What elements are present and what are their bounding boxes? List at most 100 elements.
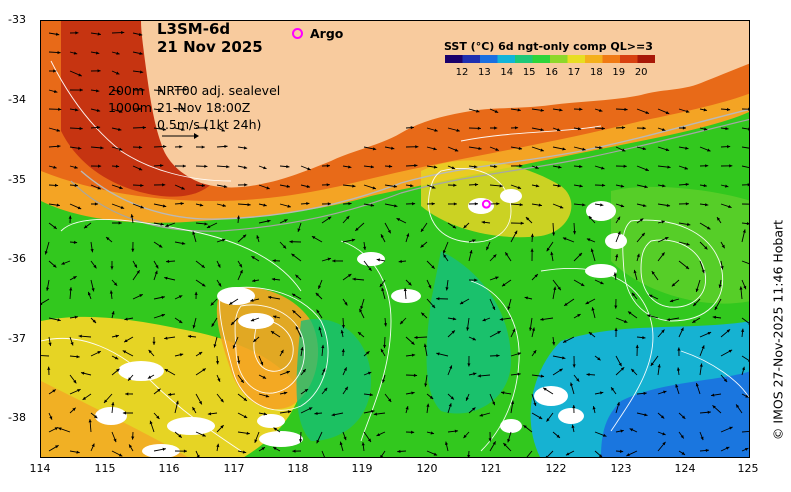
current-vector-head <box>211 323 215 327</box>
current-vector-head <box>493 164 498 169</box>
current-vector-head <box>268 295 272 300</box>
current-vector-head <box>414 335 418 340</box>
current-vector-head <box>73 276 77 280</box>
current-vector-head <box>467 363 471 367</box>
current-vector-head <box>742 229 746 233</box>
current-vector-head <box>725 126 729 131</box>
current-vector-head <box>388 164 393 168</box>
current-vector-head <box>183 449 188 453</box>
current-vector-head <box>580 283 585 286</box>
current-vector <box>741 431 749 433</box>
current-vector-head <box>162 447 166 451</box>
current-vector-head <box>682 126 687 130</box>
current-vector-head <box>680 435 684 439</box>
current-vector-head <box>202 433 206 437</box>
current-vector-head <box>318 285 322 289</box>
current-vector-head <box>543 387 547 391</box>
current-vector-head <box>703 127 708 131</box>
current-vector-head <box>724 184 729 188</box>
current-vector-head <box>614 327 618 332</box>
current-vector-head <box>240 379 244 383</box>
current-vector-head <box>380 234 384 238</box>
current-vector-head <box>501 283 506 287</box>
current-vector-head <box>129 444 133 448</box>
current-vector-head <box>620 184 625 188</box>
current-vector-head <box>614 305 618 309</box>
current-vector-head <box>633 269 637 274</box>
current-vector-head <box>69 287 73 291</box>
x-tick-label: 114 <box>29 462 51 475</box>
current-vector-head <box>369 393 373 397</box>
current-vector-head <box>308 407 313 411</box>
current-vector-head <box>505 252 509 256</box>
cloud-gap <box>142 444 180 457</box>
current-vector-head <box>397 449 401 453</box>
current-vector-head <box>662 432 666 436</box>
current-vector-head <box>642 203 647 208</box>
colorbar-tick-label: 18 <box>590 67 603 78</box>
current-vector-head <box>739 286 743 290</box>
current-vector-head <box>343 367 347 371</box>
current-vector-head <box>53 69 57 73</box>
current-vector-head <box>601 183 606 187</box>
current-vector-head <box>492 401 495 406</box>
current-vector-head <box>121 30 125 35</box>
current-vector-head <box>56 128 61 132</box>
current-vector-head <box>403 287 407 292</box>
sst-map[interactable] <box>40 20 750 458</box>
current-vector-head <box>411 341 415 345</box>
argo-float-marker <box>481 199 491 209</box>
current-vector-head <box>726 145 731 149</box>
current-vector-head <box>220 398 224 403</box>
current-vector-head <box>196 454 200 457</box>
current-vector-head <box>665 111 670 114</box>
current-vector-head <box>590 248 594 253</box>
current-vector-head <box>131 248 135 252</box>
current-vector-head <box>524 457 527 458</box>
current-vector-head <box>728 205 732 209</box>
current-vector-head <box>297 228 301 232</box>
cloud-gap <box>558 408 584 424</box>
current-vector-head <box>138 32 143 36</box>
current-vector-head <box>720 266 724 270</box>
current-vector-head <box>180 201 184 206</box>
current-vector-head <box>72 407 76 411</box>
current-vector-head <box>478 146 482 151</box>
current-vector-head <box>410 430 415 434</box>
current-vector-head <box>351 238 356 242</box>
current-vector-head <box>552 341 556 346</box>
current-vector-head <box>671 283 676 287</box>
current-vector-head <box>525 217 530 221</box>
current-vector-head <box>723 378 728 383</box>
current-vector-head <box>82 396 87 400</box>
current-vector-head <box>486 246 490 251</box>
current-vector-head <box>585 301 590 305</box>
current-vector-head <box>250 298 254 302</box>
current-vector-head <box>237 360 241 364</box>
current-vector-head <box>442 250 446 254</box>
current-vector-head <box>620 429 624 433</box>
current-vector-head <box>160 163 164 168</box>
current-vector-head <box>703 184 707 188</box>
current-vector-head <box>55 32 60 36</box>
current-vector-head <box>380 454 384 457</box>
colorbar-swatch <box>515 55 533 63</box>
current-vector-head <box>267 219 271 223</box>
current-vector-head <box>381 287 385 292</box>
current-vector-head <box>639 218 644 222</box>
current-vector-head <box>154 270 158 275</box>
current-vector-head <box>55 445 59 449</box>
current-vector-head <box>316 309 320 314</box>
x-tick-label: 115 <box>94 462 116 475</box>
sst-region <box>296 319 371 441</box>
current-vector-head <box>318 326 322 331</box>
current-vector-head <box>472 407 476 411</box>
current-vector-head <box>473 372 477 376</box>
current-vector-head <box>199 203 204 207</box>
current-vector-head <box>695 382 699 387</box>
current-vector-head <box>677 347 681 351</box>
current-vector-head <box>675 384 679 388</box>
colorbar-tick-label: 16 <box>545 67 558 78</box>
current-vector-head <box>265 394 270 398</box>
cloud-gap <box>217 287 255 305</box>
